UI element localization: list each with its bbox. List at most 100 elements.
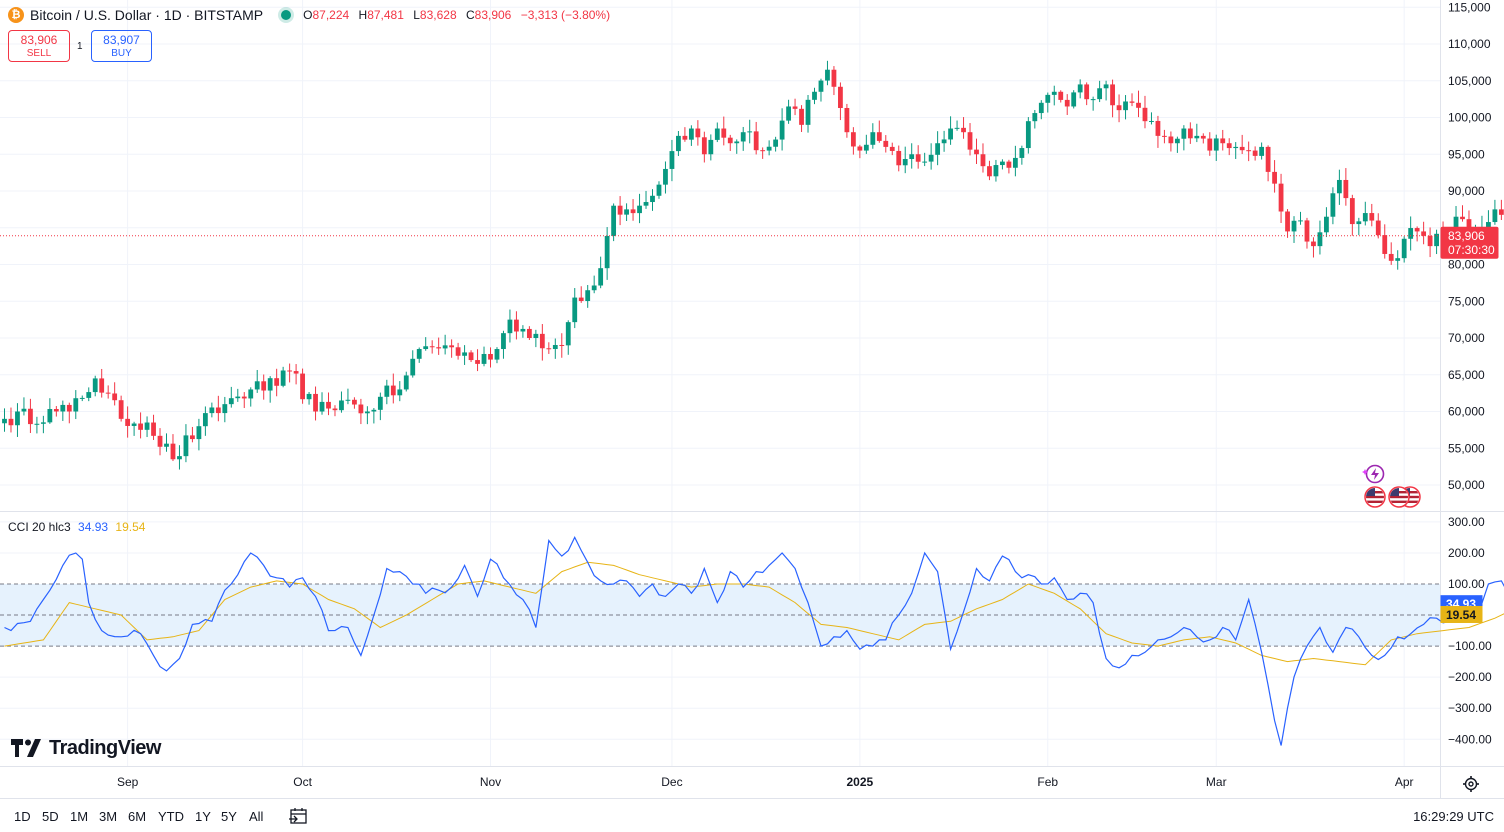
candle: [1006, 159, 1012, 174]
candle-body: [73, 398, 79, 412]
date-range-calendar-icon[interactable]: [289, 807, 309, 825]
grid-lines: [0, 0, 1440, 766]
lightning-event-icon[interactable]: [1362, 462, 1388, 486]
candle-body: [863, 144, 869, 151]
symbol-title[interactable]: Bitcoin / U.S. Dollar · 1D · BITSTAMP: [30, 7, 264, 23]
candle: [1285, 209, 1290, 238]
candle-body: [235, 396, 241, 399]
candle: [235, 388, 241, 402]
candle: [138, 412, 143, 439]
candle: [28, 398, 33, 434]
candle: [300, 368, 305, 404]
candle-body: [15, 411, 20, 426]
timeframe-5d[interactable]: 5D: [42, 809, 59, 824]
us-economic-events-icon[interactable]: [1363, 486, 1421, 510]
cci-tick-label: 200.00: [1448, 546, 1485, 560]
candle-body: [650, 195, 655, 203]
candle-body: [961, 127, 966, 133]
candle: [364, 406, 370, 425]
candle-body: [1395, 258, 1401, 261]
candle: [112, 382, 118, 406]
buy-button[interactable]: 83,907 BUY: [91, 30, 152, 62]
candle-body: [928, 154, 934, 162]
candle: [60, 400, 66, 421]
candle: [1187, 122, 1193, 144]
candle-body: [202, 413, 208, 427]
candle: [1324, 207, 1329, 238]
utc-clock[interactable]: 16:29:29 UTC: [1413, 809, 1494, 824]
candle-body: [1000, 161, 1005, 166]
candle: [358, 398, 364, 425]
candle: [727, 134, 733, 152]
brand-name: TradingView: [49, 736, 161, 759]
candle: [73, 390, 79, 420]
candle-body: [99, 378, 105, 393]
candle: [1226, 138, 1232, 156]
candle-body: [1239, 146, 1245, 151]
candle: [287, 363, 293, 383]
candle: [384, 379, 390, 405]
candle-body: [1460, 216, 1465, 220]
candle: [1090, 96, 1096, 111]
candle-body: [1388, 253, 1394, 261]
candle-body: [533, 333, 539, 338]
candle-body: [397, 389, 403, 396]
candle-body: [442, 345, 448, 349]
candle: [604, 227, 610, 280]
candle: [708, 134, 714, 161]
timeframe-1y[interactable]: 1Y: [195, 809, 211, 824]
candle-body: [1025, 121, 1031, 149]
candle: [274, 368, 280, 397]
candle-body: [1097, 88, 1103, 100]
candle-body: [190, 435, 195, 440]
timeframe-all[interactable]: All: [249, 809, 264, 824]
change-value: −3,313 (−3.80%): [520, 8, 611, 22]
settings-gear-icon[interactable]: [1462, 775, 1480, 793]
candle-body: [157, 435, 163, 447]
candle: [47, 398, 53, 424]
candle: [170, 434, 176, 462]
candle: [1362, 201, 1368, 226]
candle: [494, 347, 500, 364]
candle: [565, 320, 571, 355]
candle: [889, 142, 895, 156]
timeframe-1m[interactable]: 1M: [70, 809, 89, 824]
candle-body: [215, 407, 221, 414]
timeframe-5y[interactable]: 5Y: [221, 809, 237, 824]
candle: [99, 368, 105, 398]
price-chart[interactable]: 83,90607:30:3050,00055,00060,00065,00070…: [0, 0, 1504, 798]
sell-button[interactable]: 83,906 SELL: [8, 30, 70, 62]
candle-body: [1162, 135, 1167, 137]
candle: [157, 428, 163, 456]
candle-body: [53, 409, 59, 412]
candle-body: [28, 408, 33, 425]
high-value: 87,481: [367, 8, 404, 22]
timeframe-ytd[interactable]: YTD: [158, 809, 184, 824]
candle: [1155, 115, 1161, 148]
candle-body: [358, 404, 364, 414]
candle: [1077, 79, 1083, 99]
candle-body: [345, 399, 351, 401]
tradingview-logo[interactable]: TradingView: [11, 736, 161, 760]
candle-body: [455, 347, 461, 356]
candle-body: [1207, 138, 1213, 151]
timeframe-1d[interactable]: 1D: [14, 809, 31, 824]
cci-legend[interactable]: CCI 20 hlc3 34.93 19.54: [8, 520, 145, 534]
candle: [1071, 90, 1077, 109]
candle: [403, 371, 409, 392]
candle: [572, 288, 578, 329]
candle: [941, 130, 947, 152]
candle-body: [254, 381, 260, 390]
price-tick-label: 70,000: [1448, 331, 1485, 345]
candle: [92, 375, 98, 397]
candle-body: [1194, 135, 1200, 139]
candle-body: [8, 418, 14, 426]
cci-tick-label: 100.00: [1448, 577, 1485, 591]
candle-body: [118, 400, 124, 419]
timeframe-3m[interactable]: 3M: [99, 809, 118, 824]
timeframe-6m[interactable]: 6M: [128, 809, 147, 824]
candle-body: [909, 154, 915, 160]
candle-body: [1136, 102, 1141, 108]
candle: [1317, 220, 1323, 255]
candle: [669, 139, 675, 182]
